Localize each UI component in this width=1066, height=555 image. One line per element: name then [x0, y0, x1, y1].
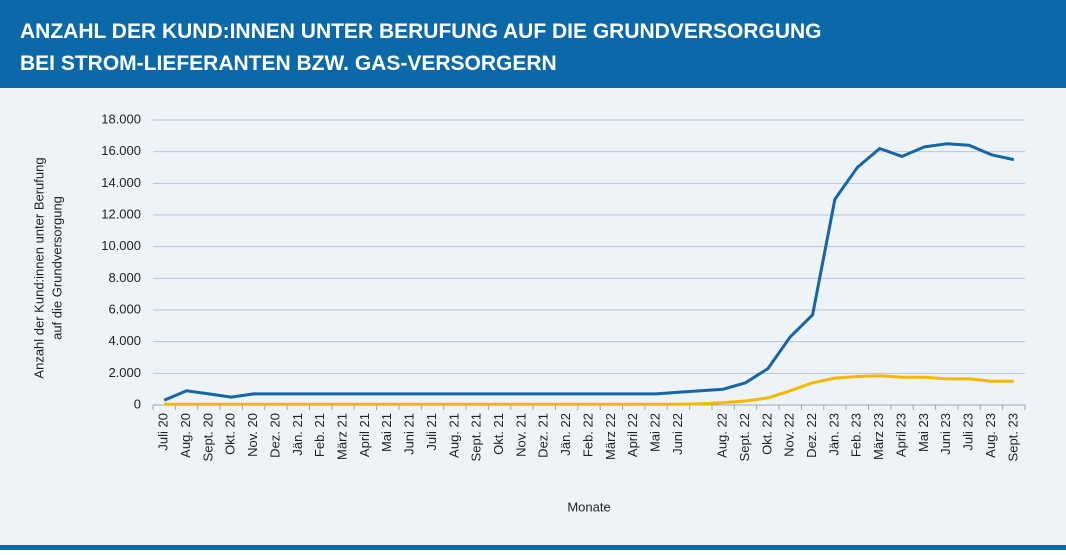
x-tick-label: Mai 22 [648, 413, 663, 452]
x-tick-label: Nov. 22 [782, 413, 797, 457]
x-tick-label: Juni 23 [938, 413, 953, 455]
chart-title: ANZAHL DER KUND:INNEN UNTER BERUFUNG AUF… [20, 20, 822, 43]
x-tick-label: Nov. 20 [245, 413, 260, 457]
x-tick-label: Dez. 20 [267, 413, 282, 458]
x-tick-label: Aug. 21 [446, 413, 461, 458]
y-tick-label: 10.000 [101, 238, 141, 253]
x-tick-label: Juni 22 [670, 413, 685, 455]
header [0, 0, 1066, 88]
x-tick-label: Okt. 20 [223, 413, 238, 455]
y-tick-label: 8.000 [108, 270, 141, 285]
x-tick-label: Mai 23 [916, 413, 931, 452]
x-tick-label: Juli 23 [961, 413, 976, 451]
x-tick-label: Sept. 23 [1005, 413, 1020, 461]
x-tick-label: Sept. 22 [737, 413, 752, 461]
x-tick-label: Dez. 22 [804, 413, 819, 458]
y-axis-label: Anzahl der Kund:innen unter Berufung [31, 157, 46, 378]
x-tick-label: Jän. 22 [558, 413, 573, 456]
x-tick-label: Nov. 21 [513, 413, 528, 457]
x-tick-label: März 23 [871, 413, 886, 460]
x-tick-label: April 22 [625, 413, 640, 457]
x-tick-label: Aug. 22 [715, 413, 730, 458]
y-tick-label: 6.000 [108, 301, 141, 316]
x-tick-label: Sept. 20 [200, 413, 215, 461]
x-tick-label: Juli 20 [156, 413, 171, 451]
x-tick-label: Feb. 22 [580, 413, 595, 457]
x-tick-label: Sept. 21 [469, 413, 484, 461]
x-axis-label: Monate [567, 499, 610, 514]
x-tick-label: Aug. 20 [178, 413, 193, 458]
x-tick-label: März 22 [603, 413, 618, 460]
y-tick-label: 16.000 [101, 143, 141, 158]
x-tick-label: Jän. 23 [826, 413, 841, 456]
chart-title: BEI STROM-LIEFERANTEN BZW. GAS-VERSORGER… [20, 52, 557, 75]
y-tick-label: 14.000 [101, 175, 141, 190]
x-tick-label: Feb. 21 [312, 413, 327, 457]
x-tick-label: Feb. 23 [849, 413, 864, 457]
y-tick-label: 18.000 [101, 111, 141, 126]
y-tick-label: 2.000 [108, 365, 141, 380]
y-tick-label: 0 [134, 396, 141, 411]
y-axis-label: auf die Grundversorgung [49, 196, 64, 340]
x-tick-label: März 21 [334, 413, 349, 460]
x-tick-label: Aug. 23 [983, 413, 998, 458]
x-tick-label: April 21 [357, 413, 372, 457]
series-line [164, 374, 1014, 406]
x-tick-label: Jän. 21 [290, 413, 305, 456]
series-line [163, 142, 1015, 402]
x-tick-label: Juli 21 [424, 413, 439, 451]
y-tick-label: 4.000 [108, 333, 141, 348]
x-tick-label: Mai 21 [379, 413, 394, 452]
x-tick-label: Juni 21 [402, 413, 417, 455]
y-tick-label: 12.000 [101, 206, 141, 221]
x-tick-label: April 23 [893, 413, 908, 457]
x-tick-label: Okt. 22 [759, 413, 774, 455]
x-tick-label: Okt. 21 [491, 413, 506, 455]
x-tick-label: Dez. 21 [536, 413, 551, 458]
footer-bar [0, 545, 1066, 550]
